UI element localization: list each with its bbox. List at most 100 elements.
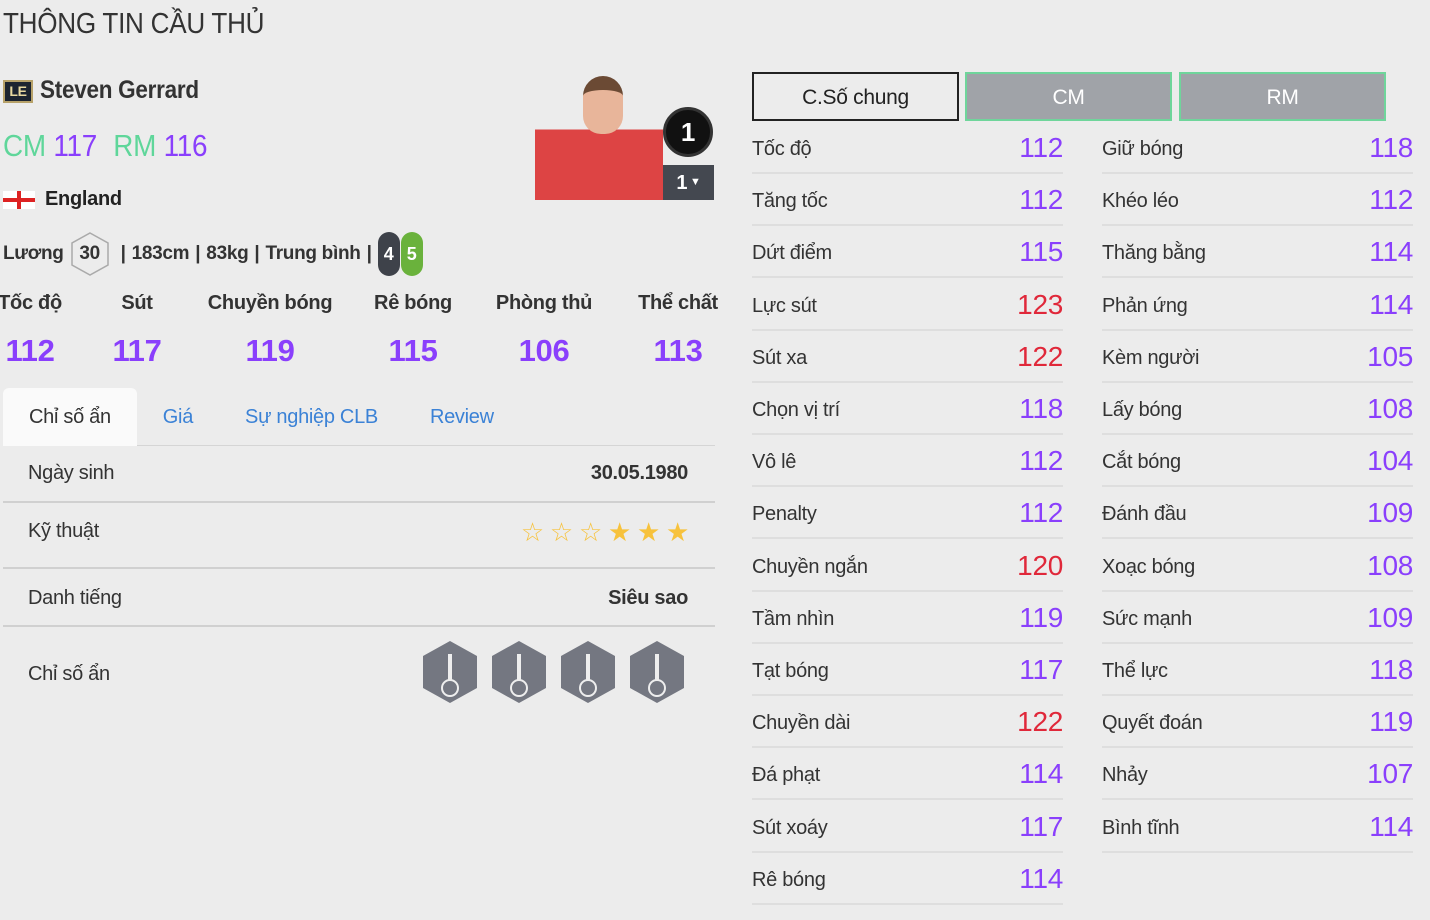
attribute-label: Tăng tốc (752, 190, 828, 213)
attribute-row: Quyết đoán 119 (1102, 696, 1413, 749)
reputation-label: Danh tiếng (28, 587, 122, 609)
attribute-label: Sút xoáy (752, 816, 828, 839)
main-stat-value: 113 (653, 333, 703, 368)
attribute-label: Kèm người (1102, 346, 1200, 369)
tab-general-stats[interactable]: C.Số chung (752, 72, 959, 121)
player-name: Steven Gerrard (40, 76, 199, 104)
skill-label: Kỹ thuật (28, 520, 99, 542)
attribute-row: Penalty 112 (752, 487, 1063, 540)
attribute-row: Thể lực 118 (1102, 644, 1413, 696)
main-stat-label: Thể chất (638, 292, 718, 314)
main-stat-label: Phòng thủ (495, 292, 593, 314)
attribute-value: 112 (1019, 497, 1063, 529)
level-select[interactable]: 1 ▼ (663, 165, 714, 200)
attribute-row: Tốc độ 112 (752, 122, 1063, 174)
attribute-value: 112 (1019, 445, 1063, 477)
attribute-value: 104 (1367, 445, 1413, 477)
attribute-row: Nhảy 107 (1102, 748, 1413, 801)
level-select-value: 1 (676, 172, 688, 194)
attribute-label: Giữ bóng (1102, 138, 1184, 160)
attribute-row: Xoạc bóng 108 (1102, 540, 1413, 592)
attribute-label: Penalty (752, 503, 817, 526)
attribute-value: 118 (1019, 393, 1063, 424)
salary-label: Lương (3, 243, 64, 264)
attribute-row: Sức mạnh 109 (1102, 592, 1413, 644)
attribute-value: 117 (1019, 810, 1063, 842)
attribute-label: Chuyền ngắn (752, 555, 868, 578)
attribute-value: 112 (1019, 184, 1063, 216)
position-label: RM (113, 128, 157, 163)
attribute-label: Rê bóng (752, 868, 826, 891)
salary-value: 30 (79, 243, 100, 264)
attribute-value: 122 (1017, 340, 1063, 372)
season-badge-icon: LE (3, 80, 33, 103)
attribute-row: Giữ bóng 118 (1102, 122, 1413, 174)
attribute-label: Tốc độ (752, 138, 812, 160)
tab-review[interactable]: Review (429, 406, 494, 428)
tab-price[interactable]: Giá (162, 406, 194, 428)
main-stat-value: 117 (112, 333, 162, 368)
attribute-label: Tạt bóng (752, 660, 829, 682)
finesse-shot-icon (490, 640, 548, 709)
reputation-row: Danh tiếng Siêu sao (3, 569, 715, 627)
main-stat-value: 115 (388, 333, 438, 368)
upgrade-level-badge: 1 (663, 107, 713, 157)
attribute-label: Sức mạnh (1102, 607, 1192, 630)
body-type: Trung bình (265, 243, 361, 264)
traits-label: Chỉ số ẩn (28, 663, 110, 685)
tab-hidden-stats[interactable]: Chỉ số ẩn (3, 388, 137, 446)
attribute-row: Tăng tốc 112 (752, 174, 1063, 227)
attribute-label: Cắt bóng (1102, 451, 1181, 474)
attribute-label: Lấy bóng (1102, 399, 1182, 421)
attribute-value: 117 (1019, 654, 1063, 685)
position-ovr: 116 (163, 128, 208, 163)
main-stat: Tốc độ 112 (0, 292, 95, 369)
weak-foot-icon: 4 (377, 232, 400, 276)
attribute-label: Chuyền dài (752, 712, 851, 735)
attribute-label: Vô lê (752, 451, 797, 474)
attribute-row: Sút xa 122 (752, 331, 1063, 383)
attribute-row: Lực sút 123 (752, 279, 1063, 331)
birth-row: Ngày sinh 30.05.1980 (3, 447, 715, 503)
attribute-value: 109 (1367, 601, 1413, 633)
power-header-icon (559, 640, 617, 709)
star-empty-icon: ☆ (549, 517, 573, 547)
attribute-value: 112 (1019, 132, 1063, 163)
attribute-value: 109 (1367, 497, 1413, 529)
attribute-value: 114 (1369, 236, 1413, 268)
attribute-label: Dứt điểm (752, 242, 832, 265)
star-empty-icon: ☆ (520, 517, 544, 547)
main-stat: Thể chất 113 (613, 292, 743, 369)
attribute-label: Thể lực (1102, 660, 1168, 682)
attribute-label: Phản ứng (1102, 294, 1188, 317)
attribute-value: 114 (1369, 288, 1413, 320)
tab-club-career[interactable]: Sự nghiệp CLB (245, 406, 378, 428)
attribute-row: Tạt bóng 117 (752, 644, 1063, 696)
tab-rm[interactable]: RM (1179, 72, 1386, 121)
attribute-label: Quyết đoán (1102, 712, 1203, 735)
tab-cm[interactable]: CM (965, 72, 1172, 121)
position-ratings: CM 117 RM 116 (3, 128, 223, 164)
star-empty-icon: ☆ (578, 517, 602, 547)
attribute-value: 114 (1019, 862, 1063, 894)
england-flag-icon (3, 190, 35, 209)
attribute-value: 123 (1017, 288, 1063, 320)
main-stat-value: 119 (245, 333, 295, 368)
page-title: THÔNG TIN CẦU THỦ (3, 8, 265, 40)
main-stat-label: Chuyền bóng (207, 292, 333, 314)
position-ovr: 117 (53, 128, 98, 163)
star-filled-icon: ★ (665, 517, 689, 547)
attribute-row: Chọn vị trí 118 (752, 383, 1063, 435)
attribute-row: Kèm người 105 (1102, 331, 1413, 383)
attribute-label: Nhảy (1102, 764, 1148, 787)
attribute-label: Đá phạt (752, 764, 820, 787)
strong-foot-icon: 5 (400, 232, 423, 276)
attribute-value: 119 (1369, 706, 1413, 738)
salary-badge: 30 (70, 232, 110, 276)
attribute-value: 118 (1369, 132, 1413, 163)
birth-value: 30.05.1980 (590, 462, 688, 484)
nation-name: England (45, 188, 122, 210)
attribute-label: Chọn vị trí (752, 399, 840, 421)
attribute-label: Tầm nhìn (752, 607, 835, 630)
